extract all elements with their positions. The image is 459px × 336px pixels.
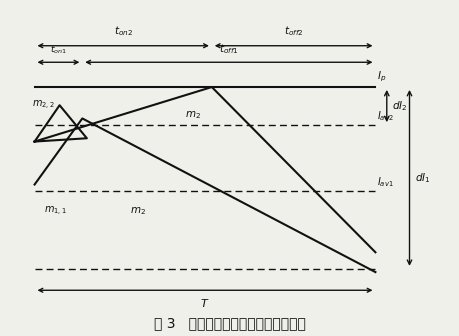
Text: $t_{on1}$: $t_{on1}$ xyxy=(50,44,67,56)
Text: $t_{off2}$: $t_{off2}$ xyxy=(283,25,302,38)
Text: $I_p$: $I_p$ xyxy=(376,69,385,84)
Text: $T$: $T$ xyxy=(200,297,209,309)
Text: $m_{1,1}$: $m_{1,1}$ xyxy=(44,204,67,217)
Text: $I_{av2}$: $I_{av2}$ xyxy=(376,110,392,123)
Text: $dI_2$: $dI_2$ xyxy=(392,99,407,113)
Text: 图 3   在不同占空比下输出电感的电流: 图 3 在不同占空比下输出电感的电流 xyxy=(154,316,305,330)
Text: $dI_1$: $dI_1$ xyxy=(414,171,430,185)
Text: $m_2$: $m_2$ xyxy=(130,205,146,217)
Text: $m_2$: $m_2$ xyxy=(184,109,200,121)
Text: $I_{av1}$: $I_{av1}$ xyxy=(376,176,392,190)
Text: $t_{off1}$: $t_{off1}$ xyxy=(218,43,238,56)
Text: $m_{2,2}$: $m_{2,2}$ xyxy=(32,99,55,112)
Text: $t_{on2}$: $t_{on2}$ xyxy=(113,25,132,38)
